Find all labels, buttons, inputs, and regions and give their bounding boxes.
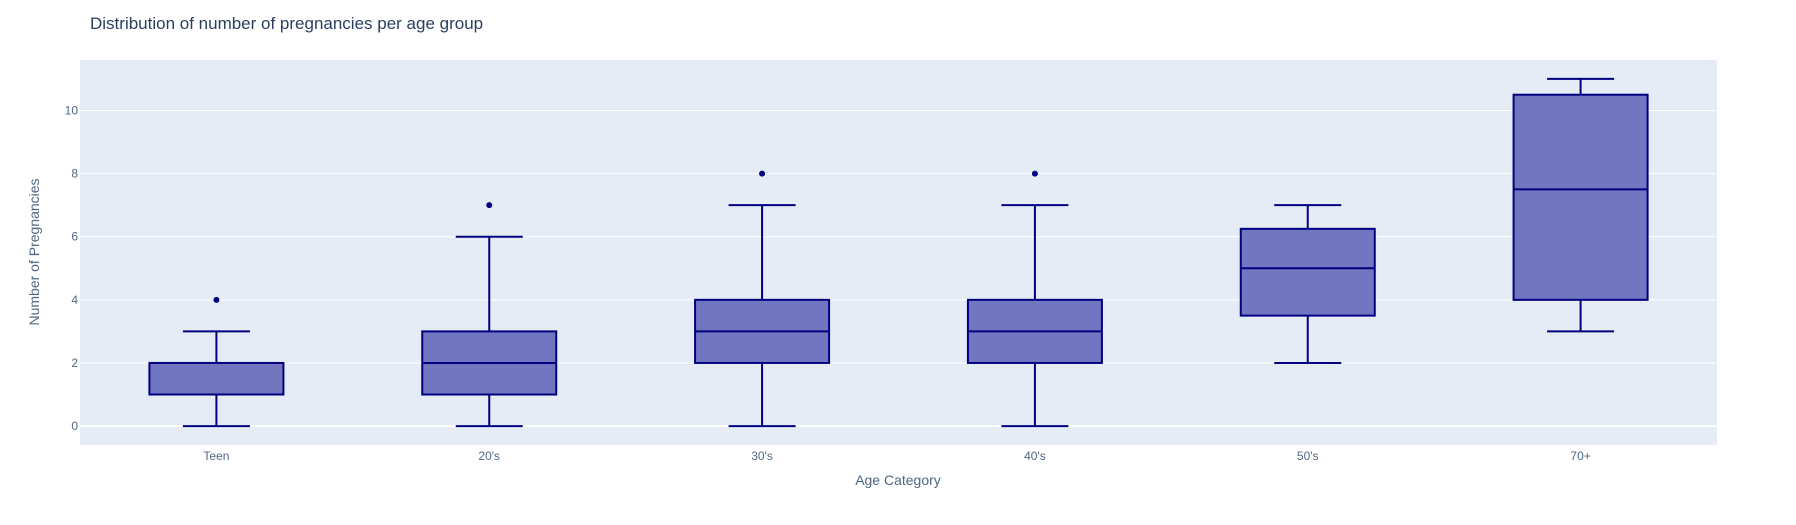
outlier-point-0 — [759, 170, 766, 177]
y-axis-ticks: 0 2 4 6 8 10 — [65, 103, 79, 433]
box-3 — [966, 170, 1103, 428]
y-tick-label: 2 — [71, 356, 78, 370]
y-axis-title: Number of Pregnancies — [26, 178, 42, 325]
box-body — [148, 361, 285, 396]
box-body — [1512, 93, 1649, 301]
box-0 — [148, 296, 285, 428]
box-4 — [1239, 204, 1376, 364]
outlier-point-0 — [213, 296, 220, 303]
y-tick-label: 0 — [71, 419, 78, 433]
y-tick-label: 6 — [71, 230, 78, 244]
x-tick-label: 30's — [751, 449, 773, 463]
box-5 — [1512, 77, 1649, 333]
outlier-point-0 — [486, 202, 493, 209]
chart-title: Distribution of number of pregnancies pe… — [90, 14, 483, 33]
outlier-point-0 — [1031, 170, 1038, 177]
grid-lines — [80, 109, 1717, 428]
y-tick-label: 4 — [71, 293, 78, 307]
x-tick-label: 20's — [478, 449, 500, 463]
y-tick-label: 8 — [71, 167, 78, 181]
plot-area — [80, 60, 1717, 445]
box-1 — [421, 202, 558, 428]
x-tick-label: 70+ — [1570, 449, 1590, 463]
x-axis-title: Age Category — [855, 472, 941, 488]
y-tick-label: 10 — [65, 103, 79, 117]
x-tick-label: 40's — [1024, 449, 1046, 463]
box-2 — [694, 170, 831, 428]
x-tick-label: 50's — [1297, 449, 1319, 463]
boxes — [148, 77, 1649, 428]
x-tick-label: Teen — [203, 449, 229, 463]
box-body — [1239, 227, 1376, 317]
x-axis-ticks: Teen 20's 30's 40's 50's 70+ — [203, 449, 1590, 463]
